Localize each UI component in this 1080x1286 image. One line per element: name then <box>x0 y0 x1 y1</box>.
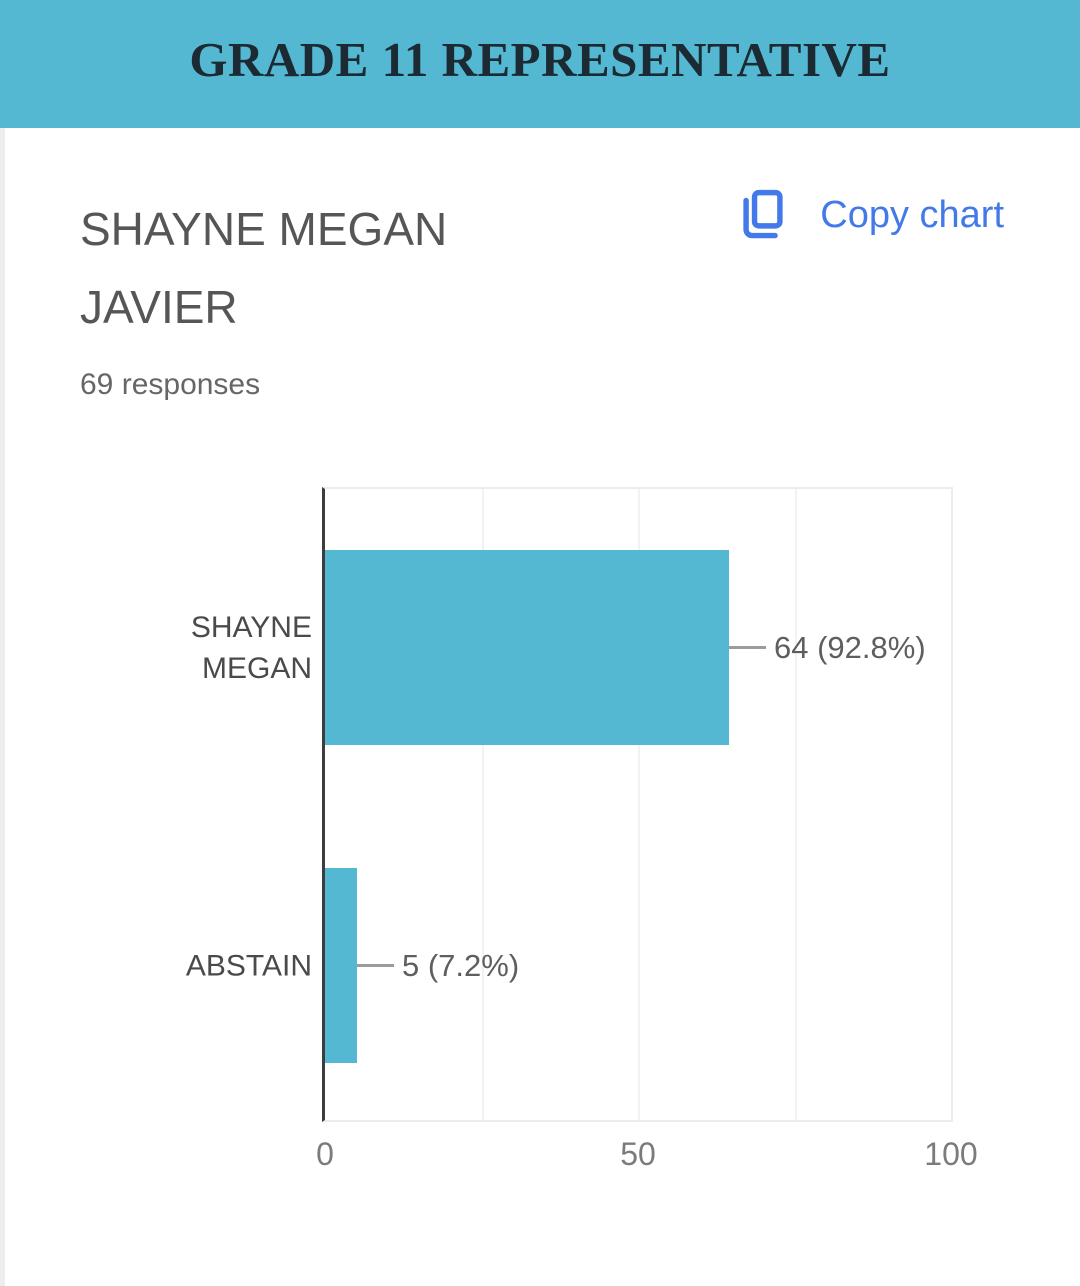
x-tick-0: 0 <box>316 1136 334 1172</box>
copy-chart-label: Copy chart <box>820 193 1004 236</box>
copy-icon <box>743 189 783 239</box>
x-tick-50: 50 <box>620 1136 656 1172</box>
gridline-50 <box>638 489 640 1120</box>
copy-chart-button[interactable]: Copy chart <box>734 186 1004 244</box>
section-header: GRADE 11 REPRESENTATIVE <box>0 0 1080 128</box>
gridline-75 <box>794 489 797 1120</box>
value-label-shayne-megan: 64 (92.8%) <box>774 629 926 665</box>
bar-chart-plot-area: 64 (92.8%) SHAYNE MEGAN 5 (7.2%) ABSTAIN 0 50… <box>186 487 978 1172</box>
category-label-shayne-megan: SHAYNE MEGAN <box>190 610 312 685</box>
x-tick-100: 100 <box>924 1136 978 1172</box>
question-title: SHAYNE MEGAN JAVIER <box>80 203 448 333</box>
category-label-abstain: ABSTAIN <box>185 949 312 982</box>
gridline-25 <box>481 489 484 1120</box>
responses-count: 69 responses <box>80 368 261 401</box>
card-left-edge <box>0 128 5 1286</box>
bar-shayne-megan <box>325 550 729 745</box>
section-title: GRADE 11 REPRESENTATIVE <box>189 31 891 87</box>
value-label-abstain: 5 (7.2%) <box>402 947 520 983</box>
bar-abstain <box>325 868 357 1063</box>
callout-line-shayne-megan <box>729 645 766 649</box>
callout-line-abstain <box>357 963 394 967</box>
